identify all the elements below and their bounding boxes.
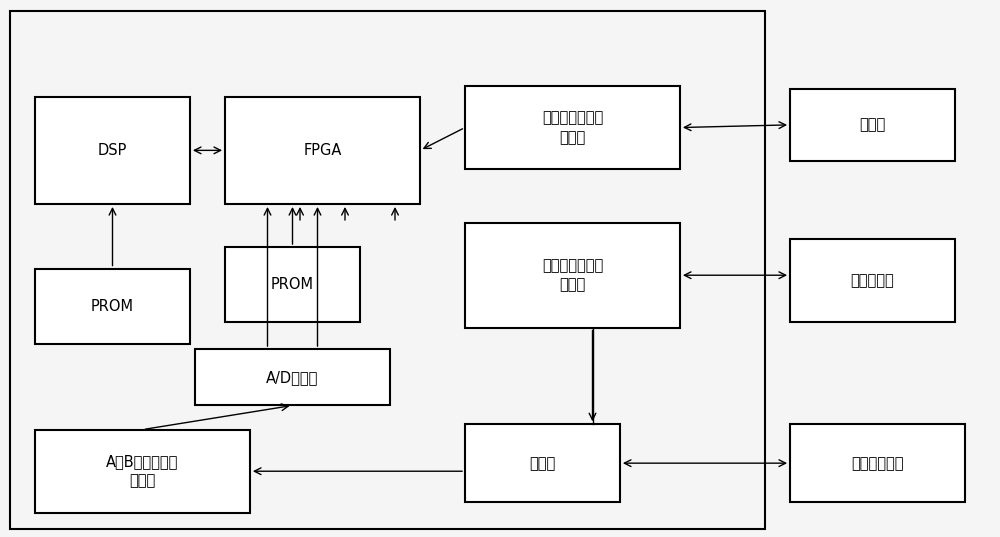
Bar [35, 97, 190, 204]
Text: DSP: DSP [98, 143, 127, 158]
Bar [790, 239, 955, 322]
Text: 上位机: 上位机 [859, 118, 886, 132]
Bar [225, 247, 360, 322]
Text: A、B相电流霍尔
传感器: A、B相电流霍尔 传感器 [106, 454, 179, 489]
Text: 逆变器: 逆变器 [529, 456, 556, 470]
Bar [790, 424, 965, 502]
Bar [465, 86, 680, 169]
Bar [195, 349, 390, 405]
Text: PROM: PROM [271, 277, 314, 292]
Bar [35, 268, 190, 344]
Bar [35, 430, 250, 513]
Text: 旋转变压器: 旋转变压器 [851, 273, 894, 288]
Bar [790, 89, 955, 161]
Text: 无刷力矩电机: 无刷力矩电机 [851, 456, 904, 470]
Bar [465, 223, 680, 328]
Text: 轴角粗、精机编
码电路: 轴角粗、精机编 码电路 [542, 258, 603, 293]
Text: FPGA: FPGA [303, 143, 342, 158]
Text: PROM: PROM [91, 299, 134, 314]
Bar [225, 97, 420, 204]
Bar [465, 424, 620, 502]
Bar [10, 11, 765, 529]
Text: A/D转换器: A/D转换器 [266, 370, 319, 384]
Text: 异步串行通讯接
口电路: 异步串行通讯接 口电路 [542, 110, 603, 145]
